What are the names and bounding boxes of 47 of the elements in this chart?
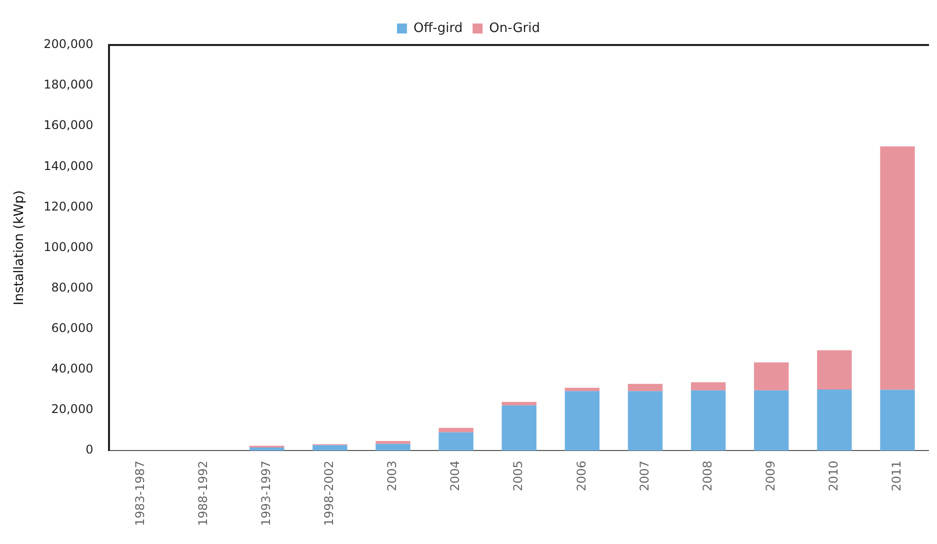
y-tick-label: 40,000: [51, 362, 94, 376]
bar: [690, 390, 726, 451]
bar: [817, 350, 852, 390]
bar: [880, 146, 915, 390]
x-tick-label: 1988-1992: [196, 460, 210, 526]
y-tick-label: 80,000: [51, 280, 94, 294]
x-tick-label: 2003: [385, 460, 400, 492]
y-tick-label: 140,000: [44, 158, 94, 173]
y-tick-label: 200,000: [44, 37, 94, 52]
x-tick-label: 1998-2002: [322, 460, 336, 526]
legend-label: On-Grid: [489, 20, 540, 36]
y-tick-label: 20,000: [51, 402, 94, 416]
bar: [754, 362, 789, 390]
y-tick-label: 0: [86, 442, 94, 457]
x-tick-label: 1993-1997: [258, 460, 273, 526]
x-tick-label: 2009: [763, 460, 778, 492]
x-tick-label: 2010: [826, 460, 841, 492]
bar: [250, 448, 284, 451]
bar: [502, 405, 536, 451]
y-axis-title: Installation (kWp): [12, 190, 28, 306]
y-tick-label: 120,000: [44, 199, 94, 214]
x-tick-label: 2005: [511, 460, 526, 492]
bar: [564, 391, 600, 451]
x-tick-label: 2006: [574, 460, 588, 492]
bar: [564, 388, 600, 392]
bar: [690, 382, 726, 390]
bar: [628, 384, 663, 392]
bar: [438, 432, 474, 451]
bar: [817, 390, 852, 451]
y-tick-label: 100,000: [44, 240, 94, 254]
x-tick-label: 2004: [448, 460, 462, 492]
bar: [754, 390, 789, 451]
legend-label: Off-gird: [413, 20, 463, 36]
x-tick-label: 2007: [637, 460, 652, 492]
bar: [502, 402, 536, 406]
bar: [880, 390, 915, 451]
y-tick-label: 180,000: [44, 78, 94, 92]
bar: [376, 444, 410, 451]
bar: [628, 391, 663, 451]
x-tick-label: 1983-1987: [132, 460, 147, 526]
x-tick-label: 2008: [700, 460, 714, 492]
y-tick-label: 60,000: [51, 321, 94, 336]
x-tick-label: 2011: [890, 460, 904, 492]
bar: [376, 441, 410, 444]
bar: [312, 445, 348, 451]
bar: [438, 428, 474, 432]
y-tick-label: 160,000: [44, 118, 94, 132]
